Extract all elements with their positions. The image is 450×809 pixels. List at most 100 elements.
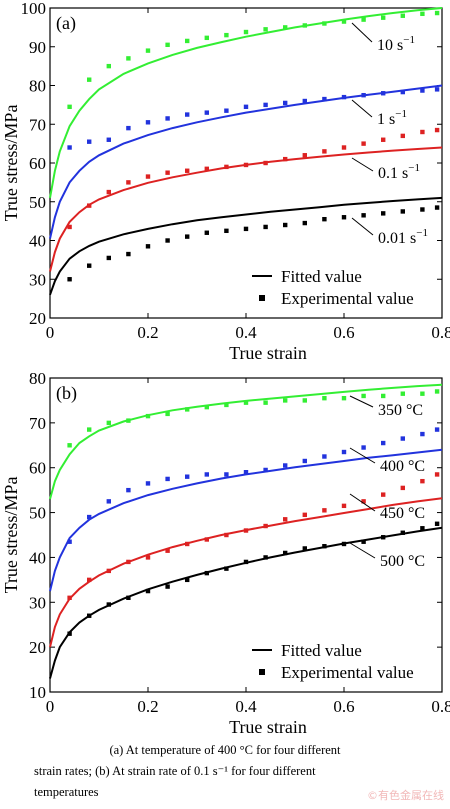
panel-label: (a) [56,13,76,34]
experimental-point [361,92,366,98]
legend-experimental-label: Experimental value [281,663,414,682]
experimental-point [106,602,111,607]
x-axis-label: True strain [229,717,307,737]
experimental-point [126,251,131,257]
experimental-point [381,15,386,20]
y-tick-label: 40 [29,548,46,567]
series-label-leader [349,395,374,408]
experimental-point [165,476,170,482]
caption-line-2: strain rates; (b) At strain rate of 0.1 … [34,764,316,778]
legend: Fitted value Experimental value [252,641,414,682]
experimental-point [67,539,72,544]
fitted-line [49,448,443,592]
y-tick-label: 100 [21,0,47,18]
experimental-point [420,207,425,212]
experimental-point [145,120,151,125]
chart-panel-a: 0 0.2 0.4 0.6 0.8 20 30 40 50 60 70 80 90 100 True str… [1,0,450,363]
experimental-point [361,445,366,450]
experimental-point [322,508,327,513]
experimental-point [145,48,151,53]
experimental-point [361,213,366,218]
experimental-point [87,263,92,268]
experimental-point [341,215,347,220]
fitted-line [49,383,443,500]
experimental-point [165,411,170,417]
experimental-point [165,42,170,48]
experimental-point [434,389,440,394]
experimental-point [361,539,366,544]
series-label: 0.01 s−1 [378,227,428,247]
experimental-point [341,94,347,100]
experimental-point [67,595,72,600]
experimental-point [67,104,72,110]
experimental-point [283,222,288,228]
y-axis-label: True stress/MPa [1,477,21,594]
experimental-point [126,180,131,185]
experimental-point [322,149,327,154]
experimental-point [106,255,111,261]
experimental-point [263,27,268,32]
plot-frame [49,377,443,693]
y-tick-label: 80 [29,77,46,96]
experimental-point [243,528,249,533]
experimental-point [263,555,268,560]
experimental-point [165,170,170,175]
experimental-point [185,407,190,412]
x-tick-label: 0.6 [333,697,354,716]
series-label: 0.1 s−1 [378,162,420,182]
experimental-point [400,133,405,139]
experimental-point [322,544,327,549]
experimental-point [67,631,72,636]
series-label: 500 °C [380,553,425,570]
panel-label: (b) [56,383,77,404]
legend-fitted-label: Fitted value [281,641,362,660]
experimental-point [263,467,268,473]
experimental-point [224,566,229,571]
y-tick-label: 30 [29,593,46,612]
experimental-point [341,145,347,150]
experimental-point [361,17,366,22]
experimental-point [185,541,190,547]
experimental-point [302,546,307,551]
experimental-point [434,87,440,92]
experimental-point [322,216,327,222]
experimental-point [420,526,425,531]
experimental-point [106,137,111,142]
series-0: 350 °C [49,383,443,500]
legend-experimental-swatch [259,669,265,675]
y-tick-label: 90 [29,38,46,57]
experimental-point [302,398,307,403]
experimental-point [145,413,151,419]
y-tick-label: 10 [29,683,46,702]
caption-line-1: (a) At temperature of 400 °C for four di… [109,743,341,757]
experimental-point [283,156,288,162]
experimental-point [381,137,386,142]
experimental-point [145,481,151,486]
y-tick-label: 60 [29,154,46,173]
fitted-line [49,146,443,272]
experimental-point [381,211,386,216]
y-axis-label: True stress/MPa [1,105,21,222]
experimental-point [341,541,347,547]
series-label: 10 s−1 [377,34,415,54]
experimental-point [224,532,229,538]
x-tick-label: 0.6 [333,323,354,342]
experimental-point [263,160,268,166]
experimental-point [283,100,288,106]
experimental-point [224,472,229,477]
series-label-leader [349,447,376,464]
experimental-point [204,537,209,542]
series-1: 1 s−1 [49,84,443,239]
experimental-point [87,427,92,432]
experimental-point [302,153,307,158]
x-tick-label: 0.2 [137,697,158,716]
x-tick-label: 0.4 [235,323,257,342]
y-tick-label: 50 [29,193,46,212]
experimental-point [322,21,327,26]
y-tick-label: 20 [29,638,46,657]
experimental-point [185,474,190,479]
experimental-point [145,555,151,560]
y-tick-label: 70 [29,115,46,134]
y-tick-label: 40 [29,232,46,251]
y-tick-label: 30 [29,270,46,289]
